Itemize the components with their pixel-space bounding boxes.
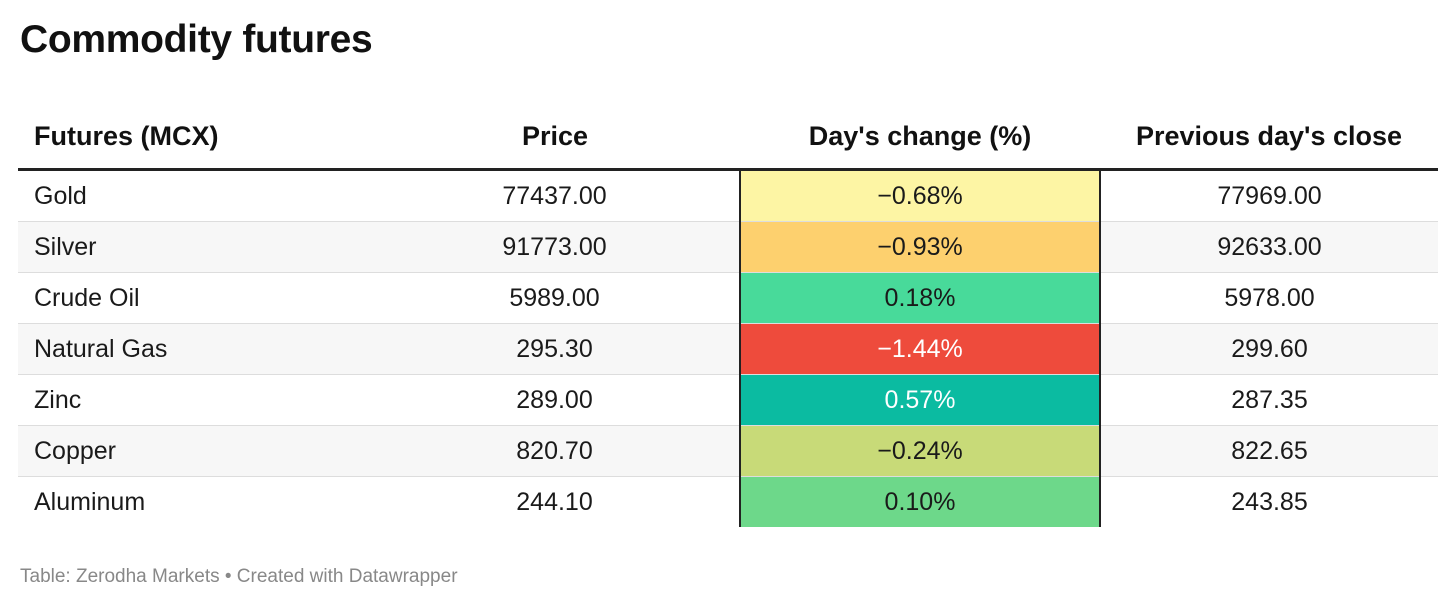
- cell-prev-close: 5978.00: [1099, 272, 1438, 324]
- table-body: Gold 77437.00 −0.68% 77969.00 Silver 91773.00…: [18, 169, 1438, 527]
- table-header: Futures (MCX) Price Day's change (%) Pre…: [18, 104, 1438, 171]
- cell-futures-name: Natural Gas: [18, 323, 370, 375]
- header-row: Futures (MCX) Price Day's change (%) Pre…: [18, 104, 1438, 171]
- cell-day-change: −0.93%: [740, 221, 1100, 273]
- cell-prev-close: 77969.00: [1099, 169, 1438, 222]
- table-row: Aluminum 244.10 0.10% 243.85: [18, 476, 1438, 527]
- column-header-futures[interactable]: Futures (MCX): [18, 104, 370, 171]
- column-header-prev-close[interactable]: Previous day's close: [1100, 104, 1438, 171]
- cell-day-change: −0.68%: [740, 169, 1100, 222]
- cell-price: 244.10: [370, 476, 741, 527]
- cell-price: 77437.00: [370, 169, 741, 222]
- table-row: Zinc 289.00 0.57% 287.35: [18, 374, 1438, 426]
- column-header-change[interactable]: Day's change (%): [740, 104, 1100, 171]
- cell-price: 289.00: [370, 374, 741, 426]
- table-row: Copper 820.70 −0.24% 822.65: [18, 425, 1438, 477]
- cell-price: 295.30: [370, 323, 741, 375]
- cell-prev-close: 299.60: [1099, 323, 1438, 375]
- cell-prev-close: 243.85: [1099, 476, 1438, 527]
- data-table-container: Futures (MCX) Price Day's change (%) Pre…: [18, 104, 1438, 527]
- cell-futures-name: Zinc: [18, 374, 370, 426]
- cell-prev-close: 287.35: [1099, 374, 1438, 426]
- table-row: Gold 77437.00 −0.68% 77969.00: [18, 169, 1438, 222]
- cell-futures-name: Silver: [18, 221, 370, 273]
- cell-prev-close: 92633.00: [1099, 221, 1438, 273]
- table-row: Natural Gas 295.30 −1.44% 299.60: [18, 323, 1438, 375]
- cell-day-change: 0.18%: [740, 272, 1100, 324]
- cell-futures-name: Aluminum: [34, 487, 146, 516]
- cell-price: 820.70: [370, 425, 741, 477]
- cell-day-change: −1.44%: [740, 323, 1100, 375]
- cell-day-change: 0.10%: [740, 476, 1100, 527]
- cell-prev-close: 822.65: [1099, 425, 1438, 477]
- cell-price: 5989.00: [370, 272, 741, 324]
- chart-title: Commodity futures: [20, 18, 373, 61]
- commodity-table: Futures (MCX) Price Day's change (%) Pre…: [18, 104, 1438, 527]
- cell-futures-name: Gold: [18, 169, 370, 222]
- column-header-price[interactable]: Price: [370, 104, 740, 171]
- cell-futures-name: Copper: [18, 425, 370, 477]
- cell-futures-name: Crude Oil: [18, 272, 370, 324]
- cell-day-change: 0.57%: [740, 374, 1100, 426]
- source-footer: Table: Zerodha Markets • Created with Da…: [20, 566, 458, 587]
- cell-price: 91773.00: [370, 221, 741, 273]
- cell-day-change: −0.24%: [740, 425, 1100, 477]
- table-row: Crude Oil 5989.00 0.18% 5978.00: [18, 272, 1438, 324]
- table-row: Silver 91773.00 −0.93% 92633.00: [18, 221, 1438, 273]
